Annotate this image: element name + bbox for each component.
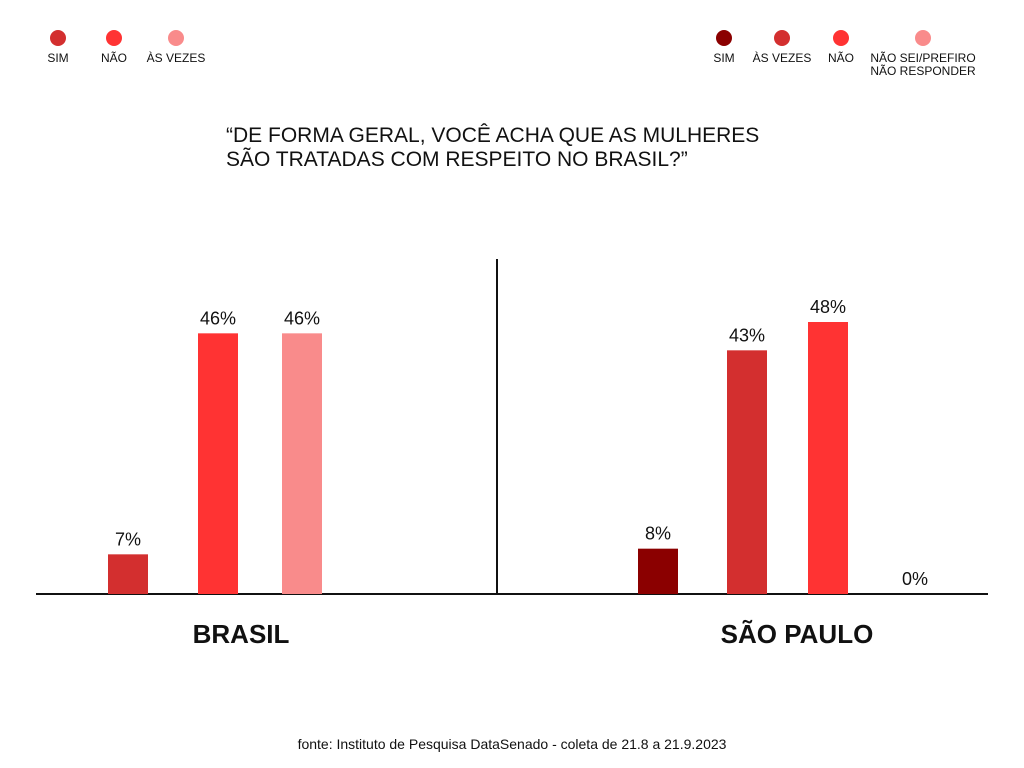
legend-label-nao-sei: NÃO SEI/PREFIRO NÃO RESPONDER bbox=[870, 51, 976, 78]
legend-dot-nao bbox=[106, 30, 122, 46]
legend-dot-nao bbox=[833, 30, 849, 46]
legend-dot-sim bbox=[50, 30, 66, 46]
chart-title-line-1: “DE FORMA GERAL, VOCÊ ACHA QUE AS MULHER… bbox=[226, 124, 760, 147]
legend-item-nao-sei: NÃO SEI/PREFIRO NÃO RESPONDER bbox=[868, 30, 978, 78]
legend-item-sim: SIM bbox=[38, 30, 78, 65]
legend-dot-nao-sei bbox=[915, 30, 931, 46]
legend-label-nao: NÃO bbox=[100, 51, 127, 65]
data-label-nao: 46% bbox=[200, 308, 236, 328]
bar-nao bbox=[198, 333, 238, 594]
legend-brasil: SIM NÃO ÀS VEZES bbox=[0, 30, 230, 90]
data-label-as-vezes: 43% bbox=[729, 325, 765, 345]
legend-dot-as-vezes bbox=[774, 30, 790, 46]
chart-title-line-2: SÃO TRATADAS COM RESPEITO NO BRASIL?” bbox=[226, 148, 688, 171]
legend-item-nao: NÃO bbox=[94, 30, 134, 65]
legend-item-as-vezes: ÀS VEZES bbox=[140, 30, 212, 65]
legend-label-as-vezes: ÀS VEZES bbox=[752, 51, 812, 65]
bar-as-vezes bbox=[282, 333, 322, 594]
legend-sao-paulo: SIM ÀS VEZES NÃO NÃO SEI/PREFIRO NÃO RES… bbox=[690, 30, 1024, 90]
data-label-sim: 7% bbox=[115, 529, 141, 549]
data-label-nao-sei-prefiro-nao-responder: 0% bbox=[902, 569, 928, 589]
bar-sim bbox=[638, 548, 678, 594]
legend-label-nao: NÃO bbox=[827, 51, 854, 65]
chart-title: “DE FORMA GERAL, VOCÊ ACHA QUE AS MULHER… bbox=[226, 124, 826, 172]
legend-label-sim: SIM bbox=[713, 51, 735, 65]
source-note: fonte: Instituto de Pesquisa DataSenado … bbox=[297, 736, 727, 752]
data-label-as-vezes: 46% bbox=[284, 308, 320, 328]
legend-item-sim: SIM bbox=[704, 30, 744, 65]
bar-sim bbox=[108, 554, 148, 594]
bar-nao bbox=[808, 322, 848, 594]
group-label: SÃO PAULO bbox=[721, 619, 874, 649]
legend-item-nao: NÃO bbox=[821, 30, 861, 65]
legend-dot-sim bbox=[716, 30, 732, 46]
legend-label-as-vezes: ÀS VEZES bbox=[146, 51, 206, 65]
data-label-sim: 8% bbox=[645, 524, 671, 544]
legend-dot-as-vezes bbox=[168, 30, 184, 46]
legend-label-sim: SIM bbox=[47, 51, 69, 65]
bar-as-vezes bbox=[727, 350, 767, 594]
data-label-nao: 48% bbox=[810, 297, 846, 317]
legend-item-as-vezes: ÀS VEZES bbox=[746, 30, 818, 65]
group-label: BRASIL bbox=[193, 619, 290, 649]
